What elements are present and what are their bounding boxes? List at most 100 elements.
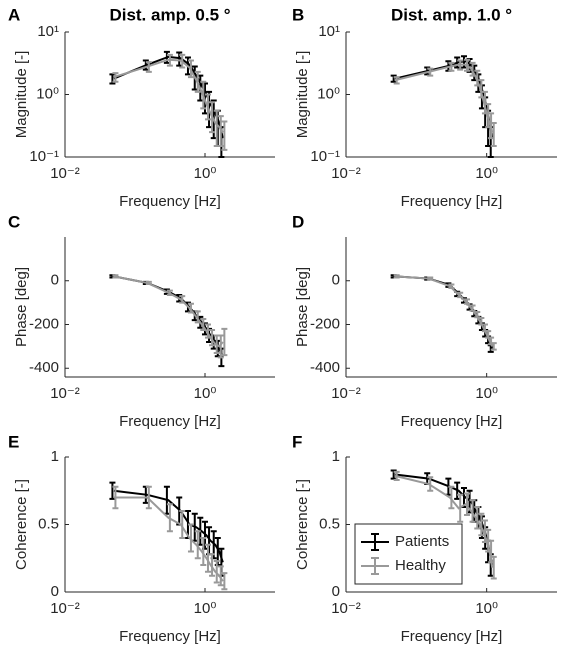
error-bar	[194, 530, 201, 560]
error-bar	[204, 543, 211, 573]
y-axis-label: Magnitude [-]	[13, 51, 30, 139]
y-tick-label: -400	[29, 359, 59, 376]
x-tick-label: 10⁻²	[50, 165, 80, 182]
error-bar	[204, 93, 211, 121]
x-tick-label: 10⁰	[194, 600, 217, 617]
y-axis-label: Phase [deg]	[294, 267, 311, 347]
y-tick-label: 0.5	[38, 515, 59, 532]
panel-label: F	[292, 432, 302, 451]
error-bar	[187, 59, 194, 79]
error-bar	[145, 485, 152, 510]
legend-label: Patients	[395, 533, 449, 550]
error-bar	[469, 499, 476, 523]
error-bar	[204, 323, 211, 339]
error-bar	[490, 555, 497, 580]
y-axis-label: Magnitude [-]	[294, 51, 311, 139]
plot-area	[390, 55, 497, 158]
panel-title: Dist. amp. 0.5 °	[109, 5, 230, 24]
x-axis-label: Frequency [Hz]	[401, 193, 503, 210]
error-bar	[478, 512, 485, 537]
error-bar	[469, 61, 476, 77]
error-bar	[463, 492, 470, 517]
series-line	[113, 275, 224, 348]
y-tick-label: 1	[332, 448, 340, 465]
plot-area	[390, 274, 497, 353]
error-bar	[490, 121, 497, 147]
error-bar	[213, 559, 220, 584]
error-bar	[221, 572, 228, 591]
y-tick-label: 0.5	[319, 515, 340, 532]
error-bar	[179, 295, 186, 304]
x-tick-label: 10⁻²	[50, 600, 80, 617]
error-bar	[457, 59, 464, 71]
error-bar	[474, 69, 481, 87]
error-bar	[166, 289, 173, 296]
y-tick-label: 10⁰	[317, 85, 340, 102]
error-bar	[463, 58, 470, 72]
y-tick-label: 10¹	[37, 23, 59, 40]
y-tick-label: 10⁻¹	[310, 148, 340, 165]
error-bar	[209, 328, 216, 347]
error-bar	[112, 485, 119, 510]
error-bar	[145, 280, 152, 286]
error-bar	[200, 318, 207, 331]
error-bar	[166, 503, 173, 533]
y-tick-label: 0	[332, 272, 340, 289]
x-axis-label: Frequency [Hz]	[119, 628, 221, 645]
error-bar	[448, 283, 455, 289]
error-bar	[166, 53, 173, 67]
error-bar	[209, 101, 216, 134]
error-bar	[209, 553, 216, 577]
legend-swatch	[361, 557, 389, 575]
error-bar	[187, 523, 194, 553]
error-bar	[457, 291, 464, 299]
x-tick-label: 10⁰	[475, 165, 498, 182]
x-tick-label: 10⁰	[475, 600, 498, 617]
error-bar	[454, 481, 461, 500]
error-bar	[448, 61, 455, 72]
error-bar	[393, 470, 400, 481]
y-tick-label: -200	[29, 315, 59, 332]
y-tick-label: 0	[51, 272, 59, 289]
x-axis-label: Frequency [Hz]	[119, 413, 221, 430]
panel-label: E	[8, 432, 19, 451]
series-line	[113, 489, 224, 563]
error-bar	[457, 493, 464, 523]
y-tick-label: 10⁻¹	[29, 148, 59, 165]
y-tick-label: 10¹	[318, 23, 340, 40]
plot-area	[109, 274, 228, 368]
error-bar	[200, 80, 207, 110]
x-axis-label: Frequency [Hz]	[401, 628, 503, 645]
error-bar	[179, 510, 186, 539]
x-tick-label: 10⁻²	[331, 165, 361, 182]
y-tick-label: 0	[332, 583, 340, 600]
error-bar	[463, 298, 470, 305]
error-bar	[469, 304, 476, 312]
error-bar	[393, 76, 400, 85]
error-bar	[427, 276, 434, 281]
error-bar	[448, 485, 455, 510]
x-tick-label: 10⁰	[194, 165, 217, 182]
plot-area	[109, 50, 228, 158]
error-bar	[481, 90, 488, 115]
error-bar	[194, 310, 201, 324]
error-bar	[217, 115, 224, 147]
error-bar	[474, 505, 481, 530]
error-bar	[427, 476, 434, 492]
y-tick-label: -400	[310, 359, 340, 376]
legend-swatch	[361, 533, 389, 551]
x-tick-label: 10⁻²	[331, 385, 361, 402]
error-bar	[217, 565, 224, 587]
series-line	[113, 496, 224, 582]
panel: B Dist. amp. 1.0 ° Frequency [Hz] Magnitude…	[292, 5, 557, 210]
panel: D Frequency [Hz] Phase [deg] 10⁻² 10⁰ -400 -20…	[292, 212, 557, 430]
panel-label: C	[8, 212, 20, 231]
error-bar	[221, 120, 228, 151]
error-bar	[393, 274, 400, 279]
y-axis-label: Coherence [-]	[294, 479, 311, 570]
error-bar	[481, 519, 488, 544]
error-bar	[145, 61, 152, 73]
error-bar	[112, 72, 119, 83]
panel-title: Dist. amp. 1.0 °	[391, 5, 512, 24]
error-bar	[187, 302, 194, 314]
